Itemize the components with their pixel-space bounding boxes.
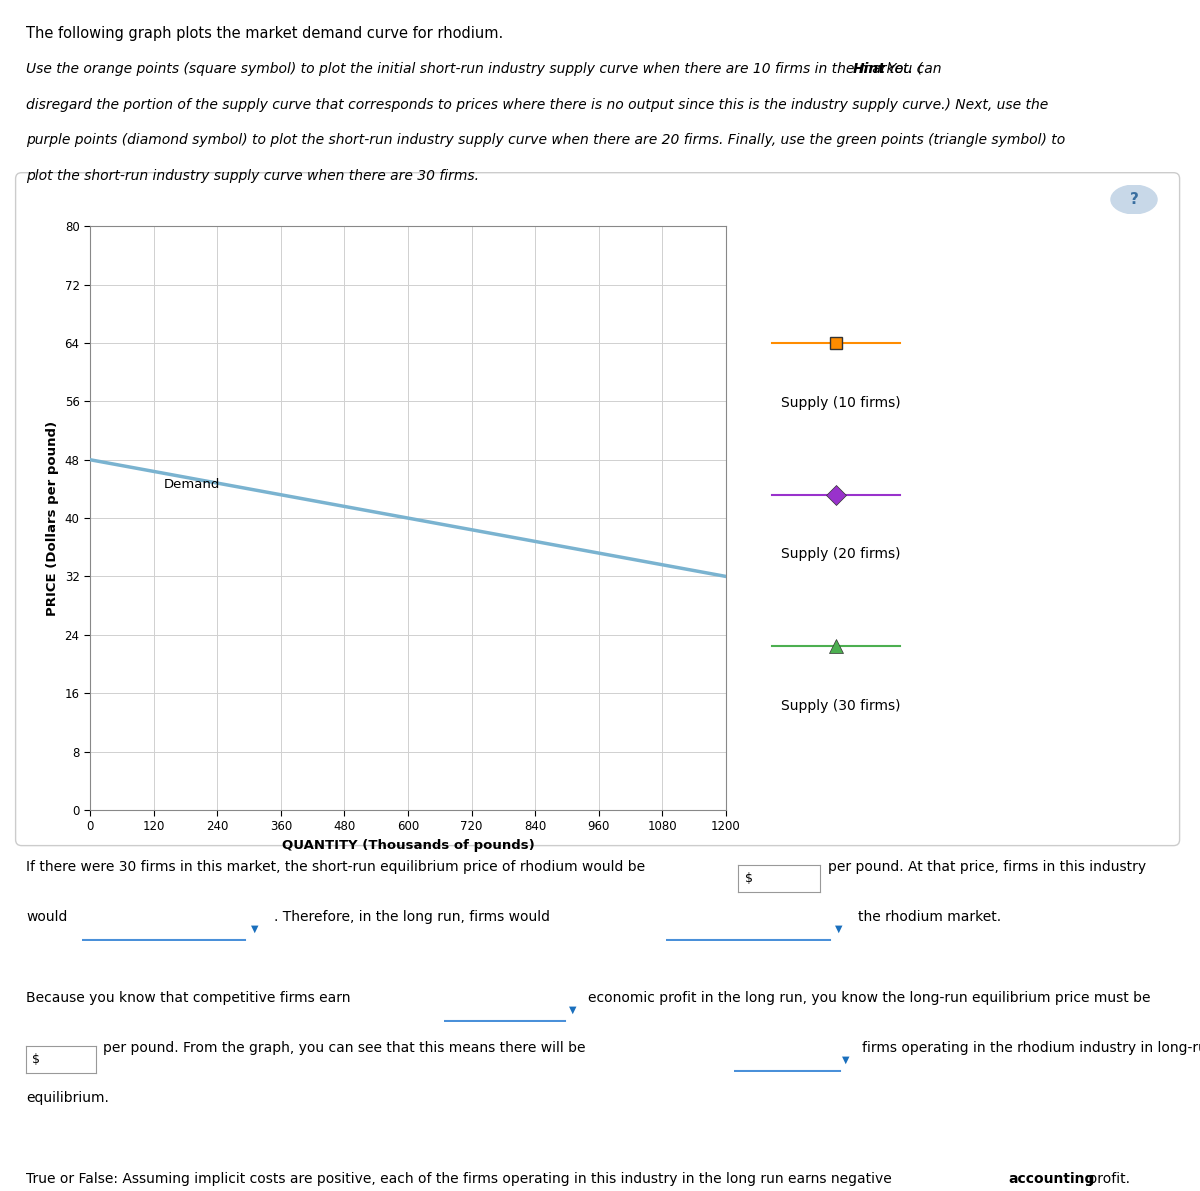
X-axis label: QUANTITY (Thousands of pounds): QUANTITY (Thousands of pounds) bbox=[282, 838, 534, 852]
Text: plot the short-run industry supply curve when there are 30 firms.: plot the short-run industry supply curve… bbox=[26, 169, 480, 183]
Text: The following graph plots the market demand curve for rhodium.: The following graph plots the market dem… bbox=[26, 26, 504, 42]
Text: firms operating in the rhodium industry in long-run: firms operating in the rhodium industry … bbox=[862, 1041, 1200, 1055]
Text: per pound. From the graph, you can see that this means there will be: per pound. From the graph, you can see t… bbox=[103, 1041, 586, 1055]
Text: per pound. At that price, firms in this industry: per pound. At that price, firms in this … bbox=[828, 860, 1146, 874]
Text: Hint: Hint bbox=[853, 62, 886, 76]
Text: would: would bbox=[26, 910, 67, 924]
Text: equilibrium.: equilibrium. bbox=[26, 1091, 109, 1105]
Text: ▼: ▼ bbox=[251, 924, 258, 934]
Text: disregard the portion of the supply curve that corresponds to prices where there: disregard the portion of the supply curv… bbox=[26, 98, 1049, 112]
Text: profit.: profit. bbox=[1084, 1172, 1129, 1186]
Text: purple points (diamond symbol) to plot the short-run industry supply curve when : purple points (diamond symbol) to plot t… bbox=[26, 133, 1066, 148]
Y-axis label: PRICE (Dollars per pound): PRICE (Dollars per pound) bbox=[46, 420, 59, 616]
Text: True or False: Assuming implicit costs are positive, each of the firms operating: True or False: Assuming implicit costs a… bbox=[26, 1172, 896, 1186]
Text: economic profit in the long run, you know the long-run equilibrium price must be: economic profit in the long run, you kno… bbox=[588, 991, 1151, 1005]
Text: Supply (10 firms): Supply (10 firms) bbox=[781, 395, 900, 410]
Text: Because you know that competitive firms earn: Because you know that competitive firms … bbox=[26, 991, 350, 1005]
Text: If there were 30 firms in this market, the short-run equilibrium price of rhodiu: If there were 30 firms in this market, t… bbox=[26, 860, 646, 874]
Text: Supply (20 firms): Supply (20 firms) bbox=[781, 548, 900, 561]
Text: ▼: ▼ bbox=[569, 1005, 576, 1015]
Text: ?: ? bbox=[1129, 192, 1139, 207]
Text: accounting: accounting bbox=[1008, 1172, 1094, 1186]
Text: ▼: ▼ bbox=[842, 1055, 850, 1065]
Text: . Therefore, in the long run, firms would: . Therefore, in the long run, firms woul… bbox=[274, 910, 550, 924]
Text: Supply (30 firms): Supply (30 firms) bbox=[781, 699, 900, 713]
Circle shape bbox=[1111, 185, 1157, 214]
Text: ▼: ▼ bbox=[835, 924, 842, 934]
Text: the rhodium market.: the rhodium market. bbox=[858, 910, 1001, 924]
Text: $: $ bbox=[744, 872, 752, 885]
Text: Use the orange points (square symbol) to plot the initial short-run industry sup: Use the orange points (square symbol) to… bbox=[26, 62, 923, 76]
Text: $: $ bbox=[32, 1053, 40, 1066]
Text: Demand: Demand bbox=[164, 478, 221, 491]
Text: : You can: : You can bbox=[878, 62, 941, 76]
